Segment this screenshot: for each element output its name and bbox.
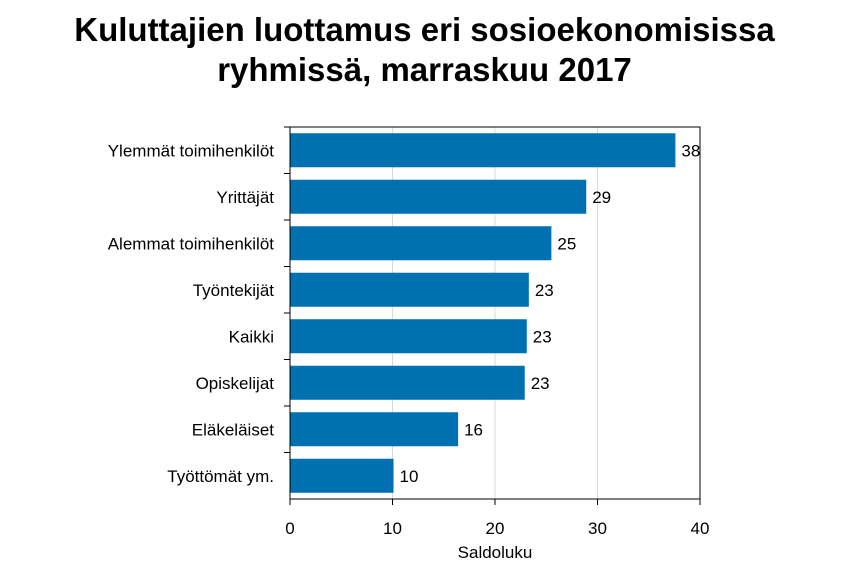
category-label: Työttömät ym. [167,467,274,486]
value-label: 23 [531,374,550,393]
category-label: Eläkeläiset [192,420,274,439]
bar [290,412,459,447]
value-label: 16 [464,420,483,439]
chart-title-line-2: ryhmissä, marraskuu 2017 [217,51,632,88]
value-label: 23 [533,327,552,346]
bar [290,458,394,493]
bar [290,272,529,307]
bar [290,133,676,168]
x-tick-label: 40 [691,519,710,538]
bar [290,365,525,400]
x-tick-label: 20 [486,519,505,538]
plot-frame [289,126,701,500]
bar [290,226,552,261]
x-tick-label: 30 [588,519,607,538]
x-axis-label: Saldoluku [458,543,533,562]
category-label: Yrittäjät [216,188,274,207]
x-tick-labels: 0 10 20 30 40 [285,499,709,538]
bar [290,179,587,214]
value-label: 10 [400,467,419,486]
value-label: 25 [557,234,576,253]
category-labels: Ylemmät toimihenkilöt Yrittäjät Alemmat to… [108,126,290,486]
value-label: 29 [592,188,611,207]
category-label: Opiskelijat [196,374,275,393]
category-label: Ylemmät toimihenkilöt [108,141,275,160]
bar [290,319,527,354]
value-label: 23 [535,281,554,300]
category-label: Työntekijät [193,281,275,300]
value-label: 38 [681,141,700,160]
value-labels: 38 29 25 23 23 23 16 10 [400,141,701,486]
bars [290,133,676,493]
x-tick-label: 0 [285,519,294,538]
category-label: Kaikki [229,327,274,346]
chart-title-line-1: Kuluttajien luottamus eri sosioekonomisi… [74,11,775,48]
category-label: Alemmat toimihenkilöt [108,234,275,253]
chart-title: Kuluttajien luottamus eri sosioekonomisi… [0,10,849,90]
x-tick-label: 10 [383,519,402,538]
